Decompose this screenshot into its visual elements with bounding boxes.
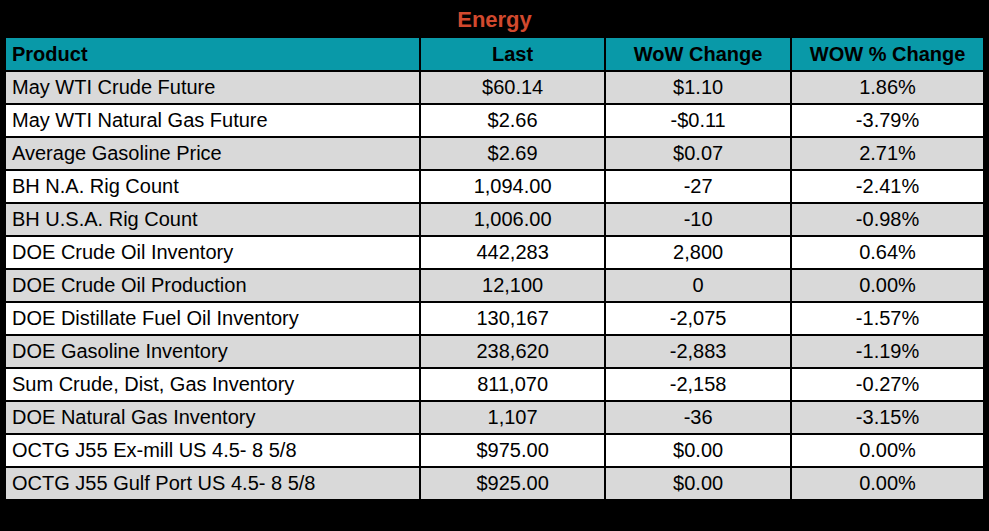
last-cell[interactable]: 1,006.00 <box>420 203 605 236</box>
energy-table: Product Last WoW Change WOW % Change May… <box>4 36 985 501</box>
wow-pct-change-cell[interactable]: 0.00% <box>791 434 984 467</box>
table-row: OCTG J55 Ex-mill US 4.5- 8 5/8$975.00$0.… <box>5 434 984 467</box>
wow-pct-change-cell[interactable]: -3.15% <box>791 401 984 434</box>
last-cell[interactable]: 130,167 <box>420 302 605 335</box>
last-cell[interactable]: 1,107 <box>420 401 605 434</box>
last-cell[interactable]: 238,620 <box>420 335 605 368</box>
wow-pct-change-cell[interactable]: -3.79% <box>791 104 984 137</box>
wow-pct-change-cell[interactable]: 0.64% <box>791 236 984 269</box>
last-cell[interactable]: 1,094.00 <box>420 170 605 203</box>
wow-change-cell[interactable]: -2,075 <box>605 302 791 335</box>
energy-table-sheet: Energy Product Last WoW Change WOW % Cha… <box>0 0 989 531</box>
last-cell[interactable]: $925.00 <box>420 467 605 500</box>
table-header: Product Last WoW Change WOW % Change <box>5 37 984 71</box>
table-row: Average Gasoline Price$2.69$0.072.71% <box>5 137 984 170</box>
header-wow-pct-change[interactable]: WOW % Change <box>791 37 984 71</box>
header-product[interactable]: Product <box>5 37 420 71</box>
product-cell[interactable]: Average Gasoline Price <box>5 137 420 170</box>
product-cell[interactable]: DOE Crude Oil Inventory <box>5 236 420 269</box>
last-cell[interactable]: 811,070 <box>420 368 605 401</box>
product-cell[interactable]: OCTG J55 Ex-mill US 4.5- 8 5/8 <box>5 434 420 467</box>
wow-change-cell[interactable]: 2,800 <box>605 236 791 269</box>
table-row: DOE Distillate Fuel Oil Inventory130,167… <box>5 302 984 335</box>
wow-change-cell[interactable]: $0.00 <box>605 467 791 500</box>
wow-pct-change-cell[interactable]: -0.27% <box>791 368 984 401</box>
wow-change-cell[interactable]: $1.10 <box>605 71 791 104</box>
product-cell[interactable]: DOE Crude Oil Production <box>5 269 420 302</box>
table-body: May WTI Crude Future$60.14$1.101.86%May … <box>5 71 984 500</box>
wow-pct-change-cell[interactable]: -0.98% <box>791 203 984 236</box>
wow-pct-change-cell[interactable]: -1.57% <box>791 302 984 335</box>
table-row: BH U.S.A. Rig Count1,006.00-10-0.98% <box>5 203 984 236</box>
wow-pct-change-cell[interactable]: -2.41% <box>791 170 984 203</box>
table-row: May WTI Crude Future$60.14$1.101.86% <box>5 71 984 104</box>
header-wow-change[interactable]: WoW Change <box>605 37 791 71</box>
product-cell[interactable]: DOE Distillate Fuel Oil Inventory <box>5 302 420 335</box>
wow-pct-change-cell[interactable]: -1.19% <box>791 335 984 368</box>
last-cell[interactable]: 442,283 <box>420 236 605 269</box>
last-cell[interactable]: $2.66 <box>420 104 605 137</box>
wow-change-cell[interactable]: $0.00 <box>605 434 791 467</box>
product-cell[interactable]: DOE Natural Gas Inventory <box>5 401 420 434</box>
product-cell[interactable]: May WTI Crude Future <box>5 71 420 104</box>
product-cell[interactable]: OCTG J55 Gulf Port US 4.5- 8 5/8 <box>5 467 420 500</box>
table-row: BH N.A. Rig Count1,094.00-27-2.41% <box>5 170 984 203</box>
table-row: OCTG J55 Gulf Port US 4.5- 8 5/8$925.00$… <box>5 467 984 500</box>
wow-change-cell[interactable]: -$0.11 <box>605 104 791 137</box>
last-cell[interactable]: 12,100 <box>420 269 605 302</box>
wow-change-cell[interactable]: 0 <box>605 269 791 302</box>
product-cell[interactable]: DOE Gasoline Inventory <box>5 335 420 368</box>
wow-change-cell[interactable]: $0.07 <box>605 137 791 170</box>
wow-pct-change-cell[interactable]: 1.86% <box>791 71 984 104</box>
table-row: DOE Gasoline Inventory238,620-2,883-1.19… <box>5 335 984 368</box>
product-cell[interactable]: Sum Crude, Dist, Gas Inventory <box>5 368 420 401</box>
header-last[interactable]: Last <box>420 37 605 71</box>
header-row: Product Last WoW Change WOW % Change <box>5 37 984 71</box>
wow-change-cell[interactable]: -27 <box>605 170 791 203</box>
last-cell[interactable]: $2.69 <box>420 137 605 170</box>
wow-change-cell[interactable]: -2,883 <box>605 335 791 368</box>
table-title: Energy <box>457 7 532 33</box>
wow-change-cell[interactable]: -10 <box>605 203 791 236</box>
table-row: May WTI Natural Gas Future$2.66-$0.11-3.… <box>5 104 984 137</box>
wow-pct-change-cell[interactable]: 2.71% <box>791 137 984 170</box>
last-cell[interactable]: $975.00 <box>420 434 605 467</box>
wow-pct-change-cell[interactable]: 0.00% <box>791 269 984 302</box>
table-row: DOE Crude Oil Production12,10000.00% <box>5 269 984 302</box>
product-cell[interactable]: BH N.A. Rig Count <box>5 170 420 203</box>
table-title-bar: Energy <box>4 4 985 36</box>
wow-change-cell[interactable]: -36 <box>605 401 791 434</box>
table-row: Sum Crude, Dist, Gas Inventory811,070-2,… <box>5 368 984 401</box>
table-row: DOE Natural Gas Inventory1,107-36-3.15% <box>5 401 984 434</box>
product-cell[interactable]: BH U.S.A. Rig Count <box>5 203 420 236</box>
table-row: DOE Crude Oil Inventory442,2832,8000.64% <box>5 236 984 269</box>
wow-change-cell[interactable]: -2,158 <box>605 368 791 401</box>
product-cell[interactable]: May WTI Natural Gas Future <box>5 104 420 137</box>
wow-pct-change-cell[interactable]: 0.00% <box>791 467 984 500</box>
last-cell[interactable]: $60.14 <box>420 71 605 104</box>
